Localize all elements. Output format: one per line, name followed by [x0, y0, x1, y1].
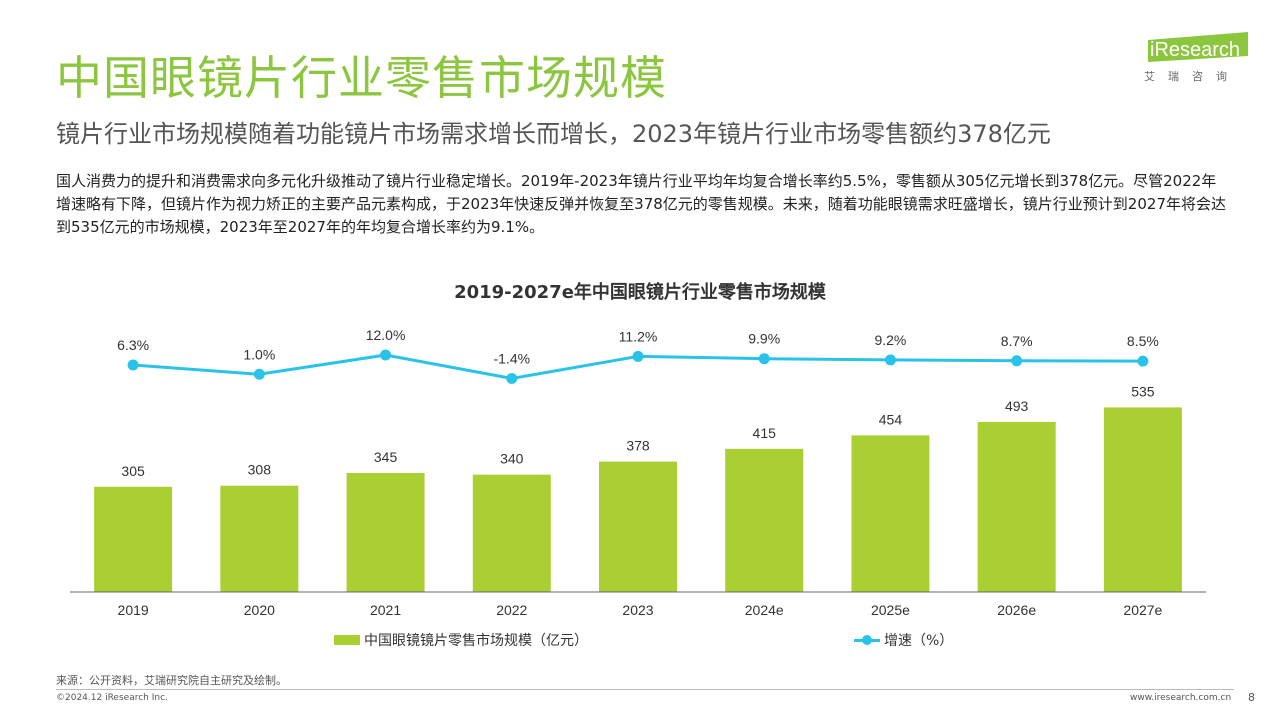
bar-value-label: 345: [374, 449, 398, 465]
bar-value-label: 305: [121, 463, 145, 479]
bar-value-label: 415: [753, 425, 777, 441]
growth-value-label: -1.4%: [493, 350, 530, 366]
bar-value-label: 378: [626, 438, 650, 454]
copyright-text: ©2024.12 iResearch Inc.: [56, 693, 168, 703]
x-tick-label: 2025e: [871, 602, 910, 618]
page-title: 中国眼镜片行业零售市场规模: [56, 51, 667, 105]
growth-point-2024e: [758, 353, 770, 365]
x-tick-label: 2027e: [1123, 602, 1162, 618]
website-link[interactable]: www.iresearch.com.cn: [1130, 693, 1232, 703]
x-tick-label: 2023: [622, 602, 653, 618]
x-tick-label: 2024e: [745, 602, 784, 618]
bar-value-label: 340: [500, 451, 524, 467]
growth-value-label: 11.2%: [619, 328, 658, 344]
growth-value-label: 9.9%: [748, 331, 780, 347]
growth-point-2026e: [1011, 355, 1023, 367]
x-tick-label: 2022: [496, 602, 527, 618]
source-note: 来源：公开资料，艾瑞研究院自主研究及绘制。: [56, 674, 287, 687]
growth-value-label: 9.2%: [874, 332, 906, 348]
bar-2026e: [977, 421, 1056, 592]
growth-value-label: 6.3%: [117, 337, 149, 353]
growth-value-label: 1.0%: [243, 346, 275, 362]
bar-2020: [220, 485, 299, 592]
footer-divider: [56, 689, 1234, 690]
growth-point-2027e: [1137, 355, 1149, 367]
market-size-chart: 305 308 345 340 378 415 454 493 535 2019 2020 2021…: [70, 327, 1206, 618]
growth-point-2019: [127, 359, 139, 371]
legend-bar-label: 中国眼镜镜片零售市场规模（亿元）: [364, 633, 588, 649]
logo-cn-text: 艾瑞咨询: [1144, 70, 1240, 83]
x-tick-label: 2020: [244, 602, 275, 618]
bar-2027e: [1103, 407, 1182, 592]
bar-2023: [599, 461, 677, 592]
growth-point-2022: [506, 372, 518, 384]
x-tick-label: 2021: [370, 602, 401, 618]
legend-item-line: 增速（%）: [854, 630, 953, 650]
legend-bar-swatch: [334, 635, 360, 645]
bar-2021: [346, 472, 425, 592]
bar-2019: [94, 486, 173, 592]
growth-point-2020: [253, 368, 265, 380]
growth-point-2025e: [884, 354, 896, 366]
growth-point-2023: [632, 350, 644, 362]
bar-value-label: 454: [879, 411, 903, 427]
description-paragraph: 国人消费力的提升和消费需求向多元化升级推动了镜片行业稳定增长。2019年-202…: [56, 172, 1226, 236]
bar-2025e: [851, 435, 930, 592]
legend-line-label: 增速（%）: [884, 633, 954, 649]
growth-value-label: 8.5%: [1127, 333, 1159, 349]
page-number: 8: [1248, 691, 1255, 704]
bar-value-label: 535: [1131, 383, 1155, 399]
iresearch-logo: iResearch: [1148, 32, 1248, 62]
x-tick-label: 2026e: [997, 602, 1036, 618]
x-tick-label: 2019: [118, 602, 149, 618]
legend-line-swatch: [854, 635, 880, 645]
growth-point-2021: [380, 349, 392, 361]
growth-value-label: 8.7%: [1001, 333, 1033, 349]
growth-value-label: 12.0%: [366, 327, 406, 343]
bar-value-label: 493: [1005, 398, 1029, 414]
chart-title: 2019-2027e年中国眼镜片行业零售市场规模: [454, 282, 826, 303]
bar-2024e: [725, 448, 804, 592]
logo-brand-text: iResearch: [1150, 39, 1240, 61]
bar-value-label: 308: [248, 462, 272, 478]
legend-item-bar: 中国眼镜镜片零售市场规模（亿元）: [334, 630, 588, 650]
bar-2022: [472, 474, 551, 592]
page-subtitle: 镜片行业市场规模随着功能镜片市场需求增长而增长，2023年镜片行业市场零售额约3…: [56, 120, 1051, 148]
chart-legend: 中国眼镜镜片零售市场规模（亿元） 增速（%）: [0, 630, 1280, 650]
